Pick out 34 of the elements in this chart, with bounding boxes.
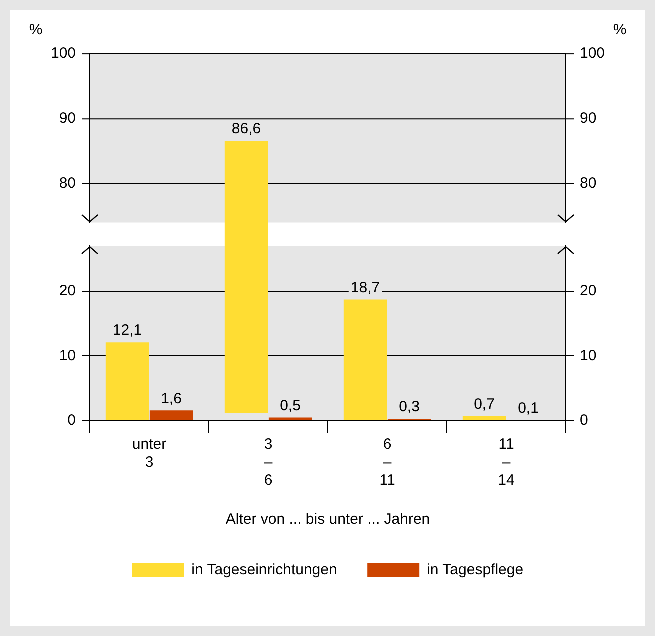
- y2-tick-label: 0: [580, 412, 588, 430]
- data-label: 0,7: [474, 396, 495, 414]
- y2-tick-label: 80: [580, 174, 597, 192]
- bar: [462, 416, 506, 420]
- y-tick-label: 0: [68, 412, 76, 430]
- y2-tick-label: 10: [580, 347, 597, 364]
- y2-tick-label: 100: [580, 45, 606, 62]
- x-axis-title: Alter von ... bis unter ... Jahren: [226, 511, 430, 528]
- data-label: 0,1: [518, 400, 539, 417]
- bar: [268, 418, 312, 420]
- y2-tick-label: 20: [580, 282, 597, 300]
- data-label: 0,5: [280, 397, 301, 414]
- data-label: 12,1: [112, 322, 142, 340]
- y2-tick-label: 90: [580, 110, 597, 128]
- bar: [106, 342, 150, 420]
- x-tick-label: 11 – 14: [498, 436, 515, 490]
- legend-label: in Tageseinrichtungen: [192, 562, 338, 579]
- y-tick-label: 100: [50, 45, 76, 62]
- x-tick-label: unter 3: [132, 436, 167, 472]
- y-tick-label: 90: [59, 110, 76, 128]
- bar: [344, 300, 388, 420]
- y2-axis-title: %: [613, 22, 627, 39]
- bar: [150, 410, 194, 420]
- x-tick-label: 3 – 6: [264, 436, 274, 490]
- data-label: 86,6: [232, 120, 262, 138]
- legend-label: in Tagespflege: [427, 562, 524, 579]
- data-label: 0,3: [399, 398, 420, 416]
- data-label: 18,7: [350, 279, 380, 296]
- y-tick-label: 80: [59, 174, 76, 192]
- y-axis-title: %: [29, 22, 43, 39]
- y-tick-label: 20: [59, 282, 76, 300]
- x-tick-label: 6 – 11: [380, 436, 396, 490]
- data-label: 1,6: [161, 390, 182, 408]
- y-tick-label: 10: [59, 347, 76, 364]
